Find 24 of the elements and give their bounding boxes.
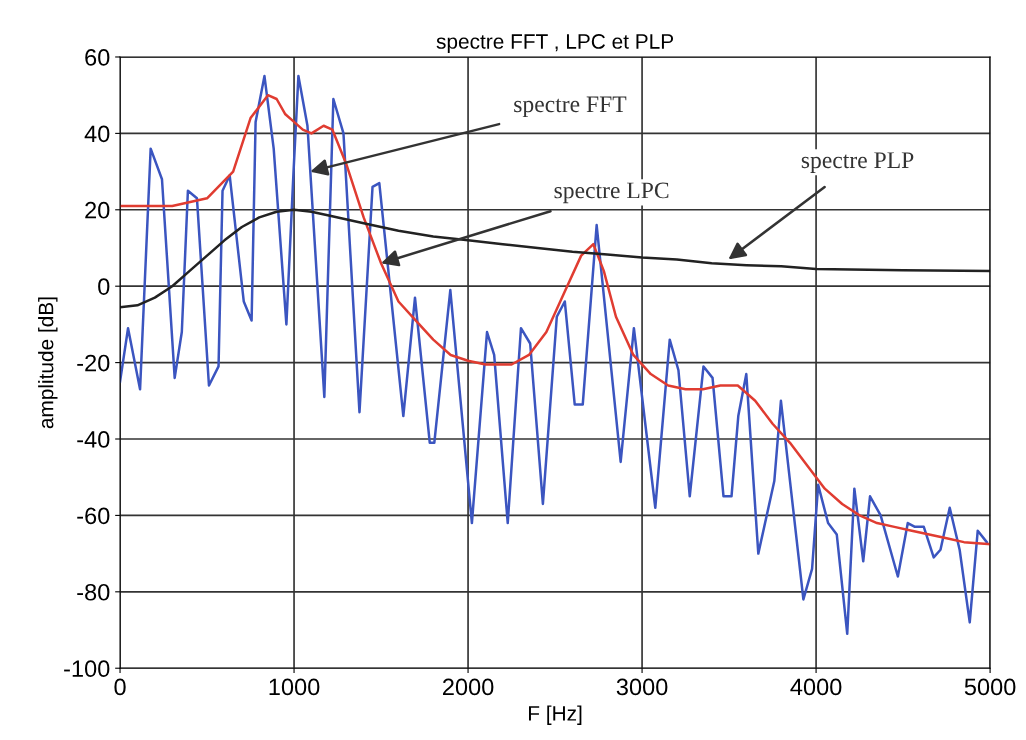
x-axis-title: F [Hz]: [529, 705, 582, 725]
y-tick-label: -60: [77, 507, 110, 525]
y-tick-label: 40: [84, 125, 110, 143]
y-axis-title: amplitude [dB]: [38, 297, 58, 429]
y-tick-label: -80: [77, 583, 110, 601]
x-tick-label: 4000: [790, 678, 842, 696]
x-tick-label: 2000: [442, 678, 494, 696]
annotation: spectre PLP: [801, 152, 914, 173]
chart-title: spectre FFT , LPC et PLP: [436, 34, 674, 53]
y-tick-label: -100: [64, 660, 110, 678]
annotation: spectre LPC: [554, 182, 669, 204]
line-series: [120, 74, 989, 636]
x-tick-label: 1000: [269, 678, 320, 696]
x-tick-label: 5000: [964, 678, 1016, 696]
y-tick-label: 60: [85, 49, 110, 66]
y-tick-label: -20: [77, 354, 110, 372]
y-tick-label: 0: [98, 278, 110, 295]
line-series: [120, 93, 991, 546]
y-tick-label: -40: [77, 431, 110, 448]
y-tick-label: 20: [85, 201, 110, 219]
line-series: [120, 208, 991, 309]
x-tick-label: 3000: [616, 678, 668, 696]
x-tick-label: 0: [114, 678, 126, 696]
annotation: spectre FFT: [514, 96, 627, 118]
